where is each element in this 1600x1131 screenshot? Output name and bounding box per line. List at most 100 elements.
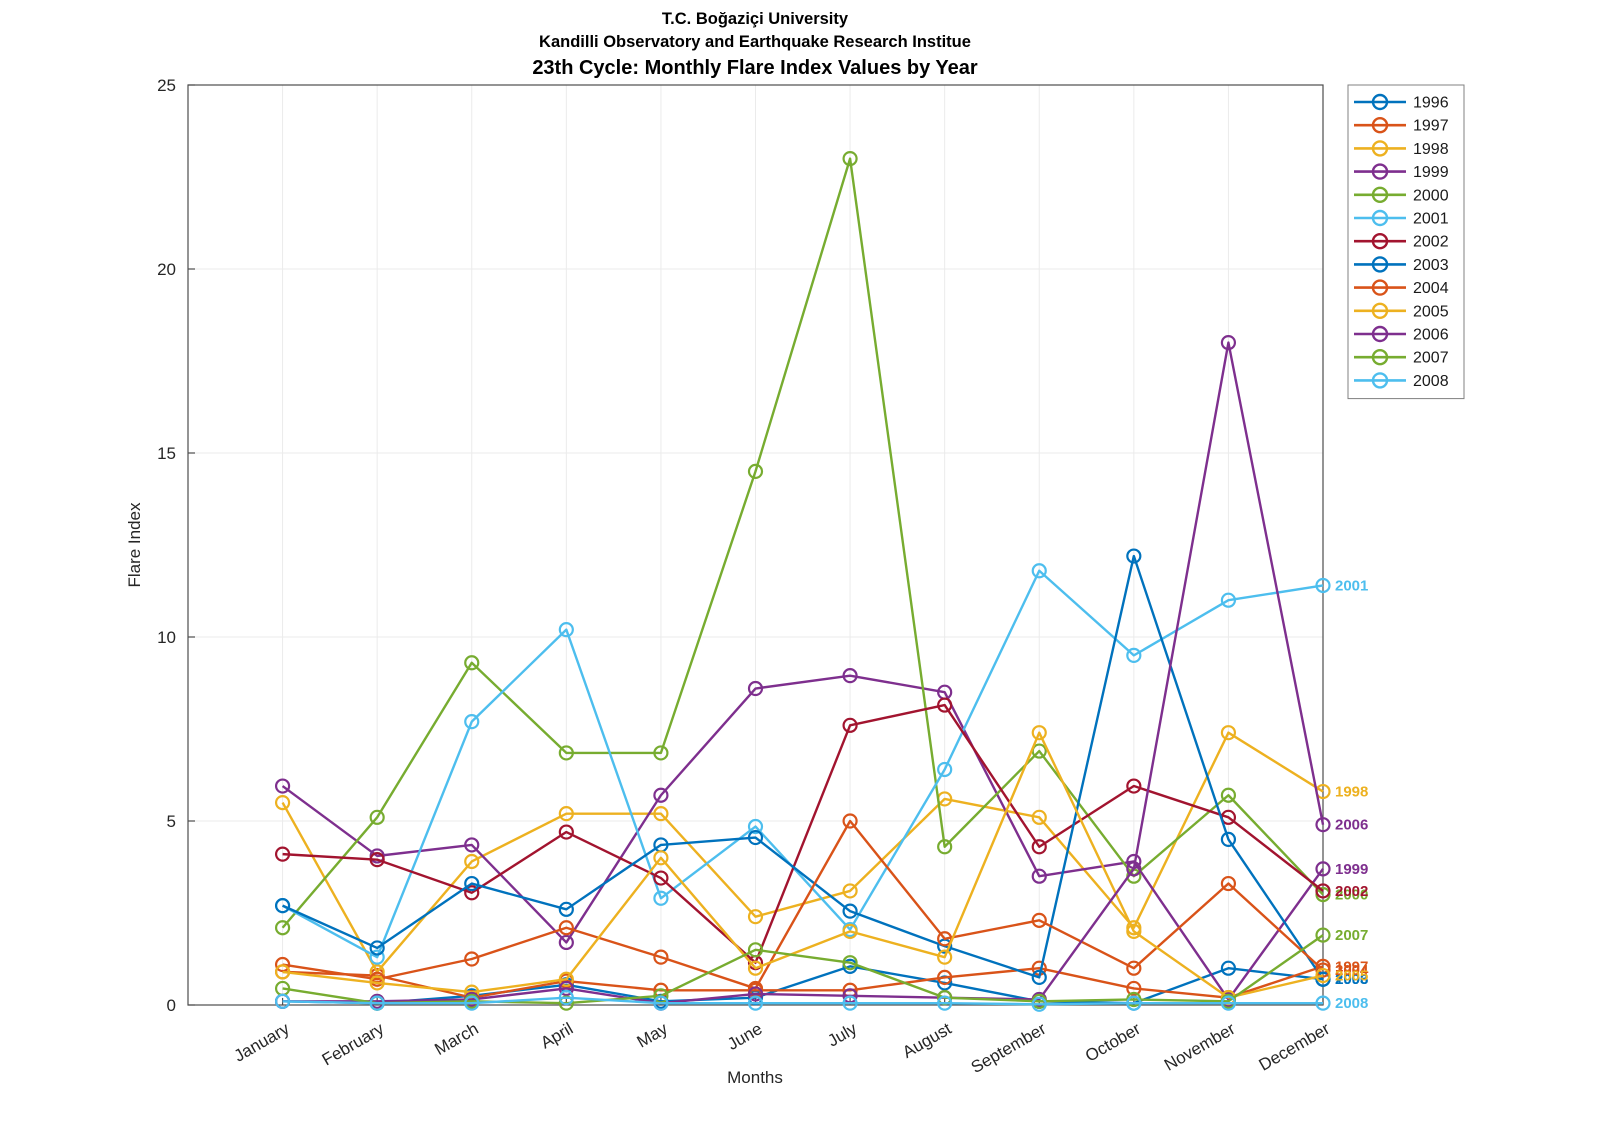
x-tick-label-september: September (968, 1019, 1050, 1077)
data-point-2000-february (369, 809, 385, 825)
series-line-2000 (281, 157, 1324, 929)
x-tick-label-november: November (1161, 1019, 1239, 1075)
series-line-2001 (282, 569, 1324, 959)
data-point-2005-june (747, 960, 764, 976)
data-point-1998-april (558, 806, 574, 822)
data-point-2002-april (558, 824, 574, 840)
legend-item-2000: 2000 (1354, 186, 1449, 204)
data-point-1998-march (464, 853, 480, 870)
data-point-2005-may (653, 850, 669, 866)
data-point-2001-june (747, 818, 764, 835)
data-point-2008-december (1315, 995, 1331, 1011)
x-tick-label-july: July (824, 1019, 860, 1051)
legend-label-1996: 1996 (1413, 95, 1449, 112)
data-point-2002-march (464, 885, 480, 901)
x-tick-label-august: August (899, 1019, 955, 1062)
legend-label-1998: 1998 (1413, 141, 1449, 158)
data-point-2004-march (464, 951, 480, 967)
legend-label-2005: 2005 (1413, 303, 1449, 320)
data-point-2002-may (653, 870, 669, 886)
data-point-2004-april (558, 920, 574, 936)
series-2005 (274, 725, 1331, 1006)
figure-subtitle-line1: T.C. Boğaziçi University (662, 10, 849, 28)
data-point-2001-march (464, 714, 480, 730)
data-point-2007-july (842, 955, 858, 971)
legend-item-2006: 2006 (1354, 325, 1449, 344)
data-point-2005-january (274, 964, 291, 980)
y-tick-label: 5 (167, 812, 176, 831)
data-point-2002-july (842, 717, 858, 733)
data-point-2000-may (653, 745, 669, 761)
data-point-2000-july (842, 151, 858, 167)
legend-label-2001: 2001 (1413, 211, 1449, 228)
data-point-2006-june (747, 986, 764, 1002)
series-line-1996 (282, 965, 1324, 1005)
data-point-1999-march (464, 837, 480, 853)
data-point-1998-september (1031, 809, 1047, 825)
end-label-2006: 2006 (1335, 817, 1368, 834)
data-point-2005-september (1031, 725, 1047, 741)
series-1999 (274, 668, 1331, 1008)
series-line-2002 (282, 703, 1324, 964)
series-line-2004 (282, 819, 1324, 990)
data-point-2002-february (369, 852, 385, 868)
legend-label-1997: 1997 (1413, 118, 1449, 135)
data-point-2007-december (1315, 927, 1331, 943)
x-tick-label-may: May (634, 1019, 672, 1052)
legend-marker-icon (1371, 186, 1389, 204)
data-point-2001-november (1220, 592, 1237, 608)
series-line-1998 (281, 731, 1324, 974)
data-point-2005-december (1315, 967, 1331, 984)
end-label-2003: 2003 (1335, 971, 1368, 988)
data-point-2002-august (937, 697, 953, 713)
data-point-2005-february (369, 975, 385, 991)
data-point-2008-august (937, 995, 953, 1011)
data-point-2008-march (464, 995, 480, 1011)
legend-label-2004: 2004 (1413, 280, 1449, 297)
data-point-2008-may (653, 995, 669, 1011)
data-point-2001-december (1315, 577, 1331, 594)
data-point-2004-may (653, 949, 669, 965)
data-point-1999-may (653, 787, 669, 803)
legend-item-2005: 2005 (1354, 302, 1449, 320)
x-tick-label-june: June (724, 1019, 765, 1054)
data-point-1999-september (1031, 868, 1047, 884)
legend-item-1996: 1996 (1354, 93, 1449, 112)
legend-marker-icon (1371, 256, 1389, 273)
data-point-2001-april (558, 622, 574, 638)
data-point-2008-july (842, 995, 858, 1011)
data-point-2006-november (1220, 335, 1237, 351)
series-line-2008 (282, 996, 1323, 1006)
legend-label-2003: 2003 (1413, 257, 1449, 274)
data-point-2004-july (842, 813, 858, 829)
legend: 1996 1997 1998 1999 2000 2001 2002 2003 2004 2005… (1347, 84, 1465, 400)
data-point-1998-november (1220, 725, 1237, 741)
legend-label-2007: 2007 (1413, 350, 1449, 367)
data-point-2002-january (274, 846, 291, 862)
legend-marker-icon (1371, 140, 1389, 157)
legend-marker-icon (1371, 325, 1389, 343)
data-point-1997-august (937, 969, 953, 986)
legend-label-1999: 1999 (1413, 164, 1449, 181)
figure-subtitle-line2: Kandilli Observatory and Earthquake Rese… (539, 33, 971, 51)
legend-marker-icon (1371, 163, 1389, 180)
data-point-2008-january (274, 993, 291, 1009)
data-point-2000-august (937, 839, 953, 855)
y-tick-label: 10 (157, 628, 176, 647)
series-line-2003 (282, 554, 1324, 980)
series-2000 (274, 151, 1331, 936)
y-tick-label: 15 (157, 444, 176, 463)
series-line-1997 (282, 965, 1324, 999)
end-label-2007: 2007 (1335, 927, 1368, 944)
data-point-2003-july (842, 903, 858, 919)
data-point-2003-march (464, 875, 480, 892)
data-point-1999-april (558, 934, 574, 951)
series-2004 (274, 813, 1331, 997)
end-label-2002: 2002 (1335, 883, 1368, 900)
data-point-1999-july (842, 668, 858, 684)
legend-item-2003: 2003 (1354, 256, 1449, 274)
data-point-2008-april (558, 990, 574, 1006)
